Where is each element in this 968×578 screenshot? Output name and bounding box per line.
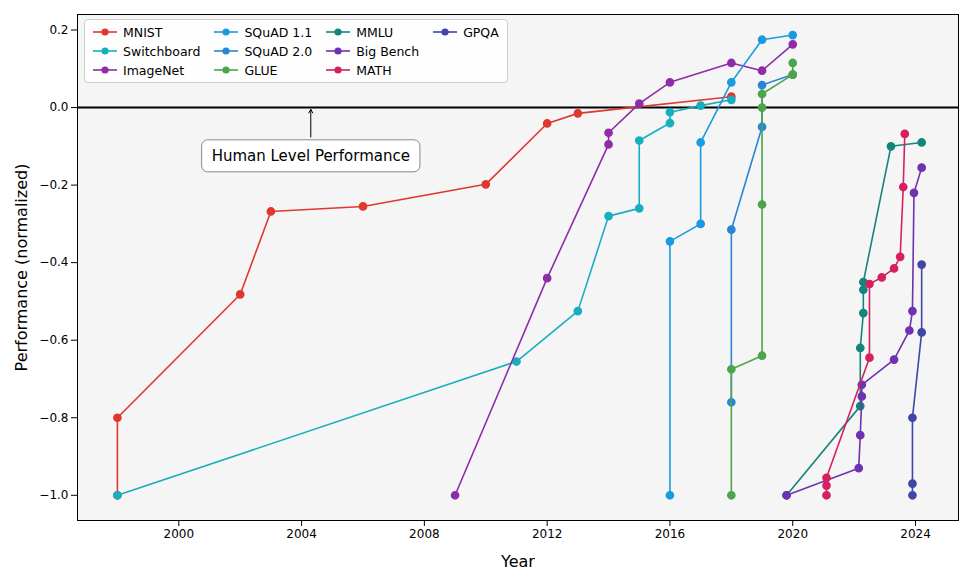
svg-text:2016: 2016 <box>655 527 686 541</box>
svg-text:2020: 2020 <box>777 527 808 541</box>
svg-text:−1.0: −1.0 <box>39 488 68 502</box>
svg-text:−0.6: −0.6 <box>39 333 68 347</box>
html-text:Big Bench: Big Bench <box>356 43 420 59</box>
html-text:MNIST: MNIST <box>123 24 163 40</box>
svg-text:Human Level Performance: Human Level Performance <box>212 147 410 165</box>
svg-text:Performance (normalized): Performance (normalized) <box>12 164 31 372</box>
html-text:SQuAD 1.1: SQuAD 1.1 <box>244 24 313 40</box>
svg-text:2012: 2012 <box>532 527 563 541</box>
html-text:GLUE: GLUE <box>244 62 278 78</box>
svg-text:2008: 2008 <box>409 527 440 541</box>
html-text:Switchboard: Switchboard <box>123 43 201 59</box>
svg-text:0.0: 0.0 <box>49 100 68 114</box>
svg-text:2004: 2004 <box>286 527 317 541</box>
html-text:SQuAD 2.0: SQuAD 2.0 <box>244 43 313 59</box>
html-text:MATH: MATH <box>356 62 392 78</box>
html-text:ImageNet: ImageNet <box>123 62 185 78</box>
html-text:GPQA: GPQA <box>463 24 499 40</box>
svg-text:−0.2: −0.2 <box>39 178 68 192</box>
svg-text:Year: Year <box>500 552 535 571</box>
svg-text:0.2: 0.2 <box>49 23 68 37</box>
svg-text:−0.8: −0.8 <box>39 411 68 425</box>
svg-text:2024: 2024 <box>900 527 931 541</box>
svg-text:−0.4: −0.4 <box>39 255 68 269</box>
svg-text:2000: 2000 <box>164 527 195 541</box>
html-text:MMLU: MMLU <box>356 24 394 40</box>
